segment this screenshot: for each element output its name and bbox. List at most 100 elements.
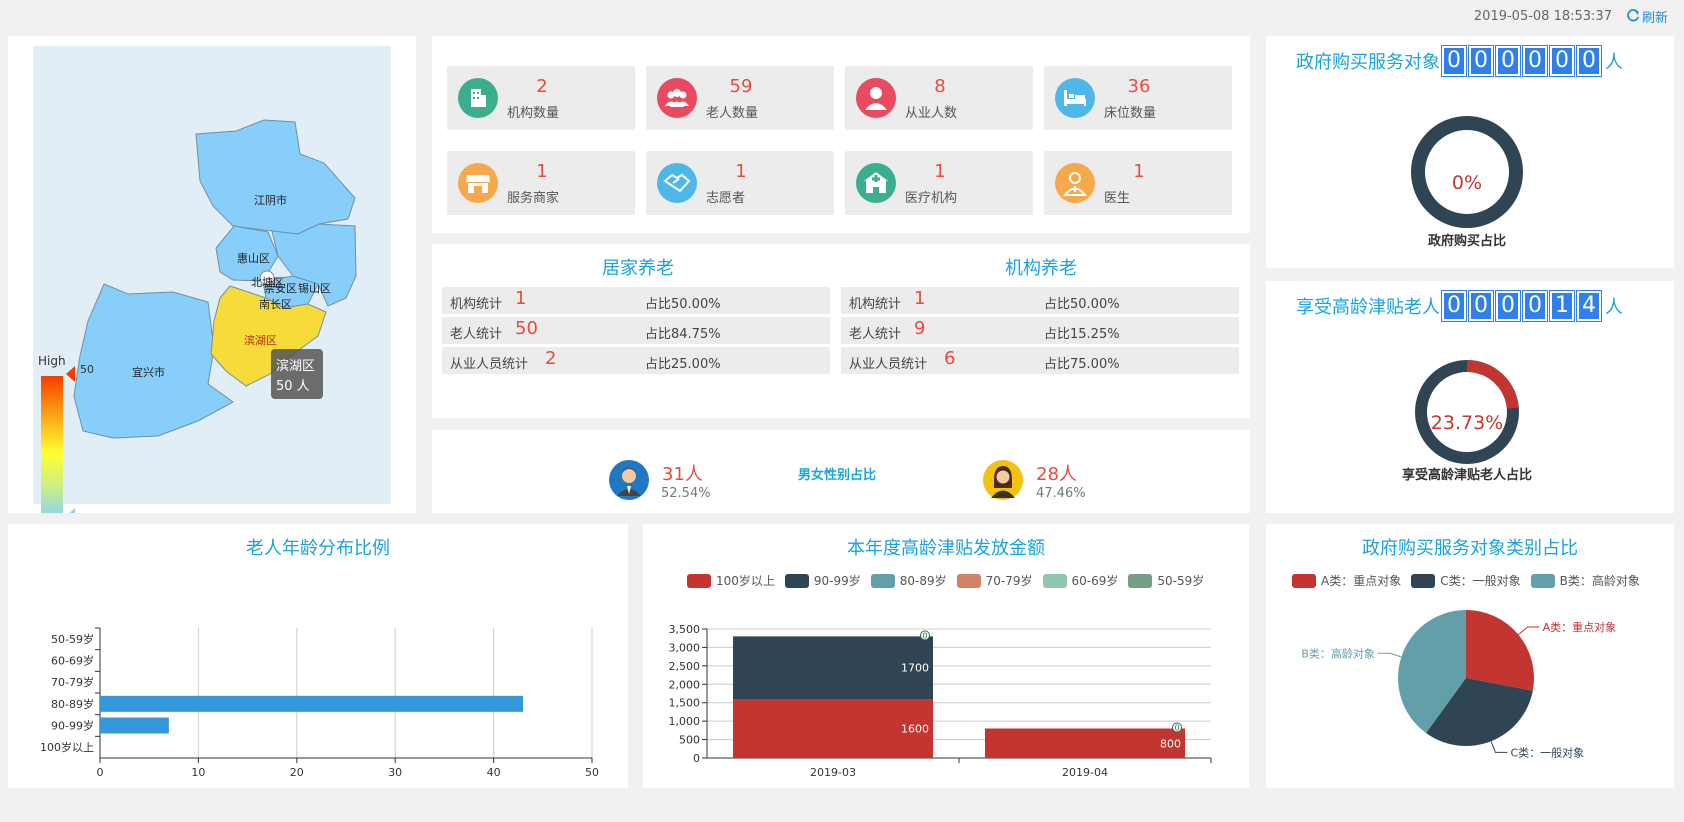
bed-icon (1055, 78, 1095, 118)
map-region-jiangyin (195, 119, 356, 235)
subsidy-amount-chart: 0 500 1,000 1,500 2,000 2,500 3,000 3,500 2019-0… (669, 623, 1212, 779)
age-category-label: 90-99岁 (51, 719, 94, 733)
care-row-value: 2 (545, 348, 557, 369)
home-care-title: 居家养老 (602, 258, 674, 279)
stat-value: 1 (934, 161, 946, 182)
care-row: 从业人员统计 6 占比75.00% (841, 347, 1239, 374)
pie-legend-label: C类：一般对象 (1440, 574, 1521, 588)
age-category-label: 100岁以上 (40, 740, 94, 754)
top-bar: 2019-05-08 18:53:37 刷新 (1474, 6, 1668, 26)
pie-legend-item[interactable]: B类：高龄对象 (1530, 572, 1640, 589)
stat-value: 1 (1133, 161, 1145, 182)
stack-bar-segment[interactable] (733, 636, 933, 700)
map-tooltip-value: 50 人 (276, 379, 310, 394)
legend-label: 90-99岁 (813, 574, 861, 588)
male-pct: 52.54% (661, 486, 711, 501)
map-label-yixing: 宜兴市 (132, 365, 165, 379)
legend-label: 60-69岁 (1071, 574, 1119, 588)
stat-card-bed: 36 床位数量 (1044, 66, 1232, 130)
stat-card-handshake: 1 志愿者 (646, 151, 834, 215)
age-category-label: 50-59岁 (51, 632, 94, 646)
pie-label-line (1518, 626, 1540, 636)
care-row: 机构统计 1 占比50.00% (841, 287, 1239, 314)
stat-card-building: 2 机构数量 (447, 66, 635, 130)
counter-digit: 0 (1468, 290, 1494, 322)
age-chart-title: 老人年龄分布比例 (246, 538, 390, 559)
stat-card-group: 59 老人数量 (646, 66, 834, 130)
map-label-nanchang: 南长区 (259, 298, 292, 311)
counter-digit: 0 (1576, 45, 1602, 77)
care-row-ratio: 占比50.00% (1044, 297, 1120, 312)
map-label-beitang: 北塘区 (251, 275, 284, 289)
pie-legend-item[interactable]: C类：一般对象 (1411, 572, 1521, 589)
stack-bar-segment[interactable] (733, 699, 933, 758)
legend-item[interactable]: 90-99岁 (784, 572, 861, 589)
care-row-ratio: 占比75.00% (1044, 357, 1120, 372)
subsidy-title-suffix: 人 (1605, 297, 1623, 318)
stat-card-doctor: 1 医生 (1044, 151, 1232, 215)
care-row-value: 50 (515, 318, 538, 339)
legend-item[interactable]: 80-89岁 (870, 572, 947, 589)
stack-y-tick-label: 2,000 (669, 678, 701, 691)
stack-y-tick-label: 1,000 (669, 715, 701, 728)
map-tooltip-region: 滨湖区 (276, 358, 315, 374)
pie-slice[interactable] (1426, 678, 1533, 746)
stat-value: 8 (934, 76, 946, 97)
stack-category-label: 2019-04 (1062, 766, 1108, 779)
care-row-label: 从业人员统计 (849, 357, 928, 372)
stat-label: 医疗机构 (905, 191, 958, 206)
gov-purchase-donut: 0% 政府购买占比 (1411, 116, 1523, 249)
gender-panel: 31人 52.54% 男女性别占比 28人 47.46% (432, 430, 1250, 513)
legend-item[interactable]: 70-79岁 (956, 572, 1033, 589)
refresh-icon (1627, 9, 1640, 22)
map-region-yixing (73, 283, 234, 439)
legend-item[interactable]: 100岁以上 (687, 572, 775, 589)
legend-label: 70-79岁 (985, 574, 1033, 588)
stat-label: 服务商家 (507, 191, 560, 206)
pie-legend-item[interactable]: A类：重点对象 (1292, 572, 1401, 589)
gov-purchase-title-prefix: 政府购买服务对象 (1296, 52, 1440, 73)
donut-track (1411, 116, 1523, 228)
age-bar[interactable] (100, 695, 524, 712)
stack-bar-segment[interactable] (985, 728, 1185, 758)
stack-top-marker (1172, 722, 1182, 733)
group-icon (657, 78, 697, 118)
care-row-label: 从业人员统计 (450, 357, 529, 372)
map-label-binhu: 滨湖区 (244, 333, 277, 347)
counter-digit: 0 (1522, 290, 1548, 322)
stack-y-tick-label: 1,500 (669, 697, 701, 710)
refresh-button[interactable]: 刷新 (1626, 7, 1668, 26)
stat-label: 医生 (1104, 191, 1131, 206)
age-x-tick-label: 0 (97, 766, 104, 779)
stat-label: 老人数量 (706, 106, 759, 121)
subsidy-amount-panel: 本年度高龄津贴发放金额 100岁以上 90-99岁 80-89岁 70-79岁 60-6… (643, 524, 1249, 788)
doctor-icon (1055, 163, 1095, 203)
category-pie-legend: A类：重点对象 C类：一般对象 B类：高龄对象 (1292, 572, 1672, 592)
pie-slice[interactable] (1466, 610, 1534, 691)
legend-swatch (870, 573, 895, 588)
age-bar[interactable] (100, 717, 169, 734)
stack-y-tick-label: 500 (679, 734, 700, 747)
pie-label-line (1377, 652, 1402, 658)
visual-map-high-label: High (38, 354, 66, 368)
care-row: 老人统计 9 占比15.25% (841, 317, 1239, 344)
stack-y-tick-label: 3,000 (669, 641, 701, 654)
legend-swatch (956, 573, 981, 588)
pie-slice[interactable] (1398, 610, 1466, 734)
subsidy-donut-label: 23.73% (1431, 412, 1503, 434)
legend-item[interactable]: 60-69岁 (1042, 572, 1119, 589)
stack-category-label: 2019-03 (810, 766, 856, 779)
pie-slice-label: C类：一般对象 (1510, 745, 1584, 759)
female-avatar (983, 460, 1023, 500)
legend-item[interactable]: 50-59岁 (1128, 572, 1204, 589)
stat-value: 1 (536, 161, 548, 182)
stack-top-marker-label: 0 (922, 631, 927, 640)
care-row-value: 1 (914, 288, 926, 309)
pie-legend-label: B类：高龄对象 (1559, 574, 1640, 588)
pie-legend-label: A类：重点对象 (1321, 574, 1402, 588)
subsidy-amount-title: 本年度高龄津贴发放金额 (847, 538, 1045, 559)
counter-digit: 0 (1522, 45, 1548, 77)
counter-digit: 0 (1441, 290, 1467, 322)
subsidy-title-prefix: 享受高龄津贴老人 (1296, 297, 1440, 318)
